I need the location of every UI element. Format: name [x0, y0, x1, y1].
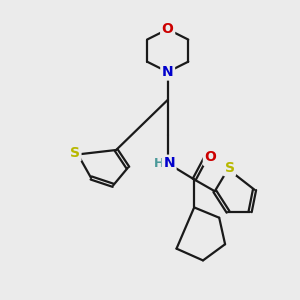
- Text: S: S: [70, 146, 80, 160]
- Text: N: N: [162, 65, 173, 79]
- Text: O: O: [204, 150, 216, 164]
- Text: N: N: [163, 156, 175, 170]
- Text: H: H: [154, 157, 164, 170]
- Text: S: S: [224, 161, 235, 175]
- Text: O: O: [162, 22, 174, 36]
